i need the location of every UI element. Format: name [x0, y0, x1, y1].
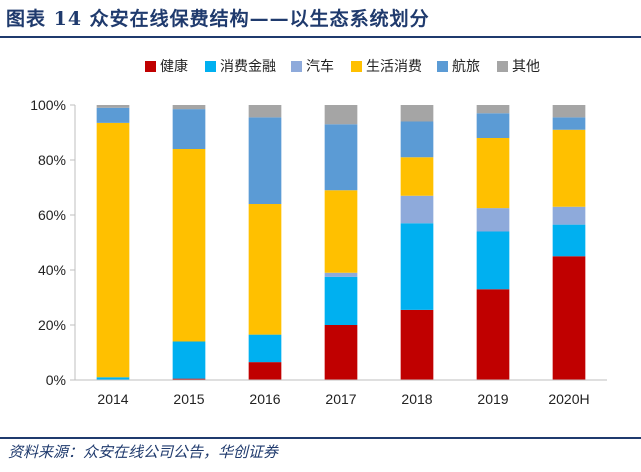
legend-swatch	[291, 61, 302, 72]
y-axis: 0% 20% 40% 60% 80% 100%	[30, 97, 76, 388]
bar-2014	[96, 105, 130, 380]
bar-segment-1	[476, 231, 510, 290]
source-note: 资料来源：众安在线公司公告，华创证券	[8, 443, 279, 461]
legend-item-4: 航旅	[437, 58, 480, 74]
legend-label: 生活消费	[366, 58, 422, 74]
legend-label: 消费金融	[220, 58, 276, 74]
bar-segment-3	[400, 157, 434, 196]
bar-segment-5	[476, 105, 510, 114]
y-tick-label: 0%	[46, 372, 66, 388]
bar-segment-1	[552, 224, 586, 257]
legend-item-1: 消费金融	[205, 58, 276, 74]
bar-segment-0	[248, 362, 282, 380]
bar-segment-0	[552, 256, 586, 380]
bar-segment-4	[172, 109, 206, 149]
x-tick-label: 2020H	[548, 391, 589, 407]
bar-segment-1	[324, 276, 358, 325]
bar-segment-5	[324, 105, 358, 125]
bar-segment-4	[324, 124, 358, 191]
bar-2020H	[552, 105, 586, 380]
bar-segment-2	[324, 272, 358, 277]
bars	[96, 105, 586, 380]
legend-label: 航旅	[452, 58, 480, 74]
y-tick-label: 40%	[38, 262, 66, 278]
bar-segment-3	[172, 149, 206, 342]
y-tick-label: 20%	[38, 317, 66, 333]
legend-label: 汽车	[306, 58, 334, 74]
x-tick-label: 2018	[401, 391, 432, 407]
legend-item-2: 汽车	[291, 58, 334, 74]
y-tick-label: 80%	[38, 152, 66, 168]
y-tick-label: 100%	[30, 97, 66, 113]
bar-segment-3	[476, 138, 510, 209]
bar-segment-4	[400, 121, 434, 158]
bar-2018	[400, 105, 434, 380]
bar-segment-5	[552, 105, 586, 118]
x-tick-label: 2016	[249, 391, 280, 407]
legend-swatch	[497, 61, 508, 72]
bar-segment-0	[476, 289, 510, 380]
bar-segment-2	[476, 208, 510, 232]
bar-segment-4	[248, 117, 282, 204]
legend-item-5: 其他	[497, 58, 540, 74]
bar-segment-1	[248, 334, 282, 363]
bar-segment-2	[552, 206, 586, 225]
bar-segment-3	[96, 122, 130, 378]
bar-segment-0	[324, 325, 358, 380]
bar-2016	[248, 105, 282, 380]
legend-swatch	[437, 61, 448, 72]
bar-segment-3	[324, 190, 358, 273]
x-tick-label: 2017	[325, 391, 356, 407]
legend: 健康 消费金融 汽车 生活消费 航旅 其他	[145, 58, 540, 74]
title-rule	[0, 36, 641, 38]
bar-segment-3	[552, 129, 586, 207]
bar-segment-1	[400, 223, 434, 310]
source-rule	[0, 437, 641, 439]
x-tick-label: 2014	[97, 391, 128, 407]
bar-2015	[172, 105, 206, 380]
x-axis: 2014 2015 2016 2017 2018 2019 2020H	[75, 379, 607, 407]
y-tick-label: 60%	[38, 207, 66, 223]
bar-segment-5	[248, 105, 282, 118]
legend-swatch	[205, 61, 216, 72]
legend-swatch	[351, 61, 362, 72]
bar-segment-1	[96, 377, 130, 380]
figure-title: 图表 14 众安在线保费结构——以生态系统划分	[6, 8, 430, 30]
bar-segment-5	[400, 105, 434, 122]
bar-2019	[476, 105, 510, 380]
bar-segment-3	[248, 204, 282, 335]
x-tick-label: 2019	[477, 391, 508, 407]
bar-segment-2	[400, 195, 434, 224]
legend-swatch	[145, 61, 156, 72]
stacked-bar-chart: 健康 消费金融 汽车 生活消费 航旅 其他 0% 20% 40% 60% 80% 100% 2014…	[30, 58, 607, 407]
legend-label: 其他	[512, 58, 540, 74]
legend-item-3: 生活消费	[351, 58, 422, 74]
bar-segment-4	[552, 117, 586, 130]
bar-segment-0	[400, 309, 434, 380]
legend-item-0: 健康	[145, 58, 188, 74]
bar-segment-4	[476, 113, 510, 138]
legend-label: 健康	[160, 58, 188, 74]
bar-segment-0	[172, 378, 206, 380]
bar-segment-5	[172, 105, 206, 110]
bar-segment-5	[96, 105, 130, 108]
bar-segment-1	[172, 341, 206, 379]
x-tick-label: 2015	[173, 391, 204, 407]
bar-2017	[324, 105, 358, 380]
bar-segment-4	[96, 107, 130, 123]
